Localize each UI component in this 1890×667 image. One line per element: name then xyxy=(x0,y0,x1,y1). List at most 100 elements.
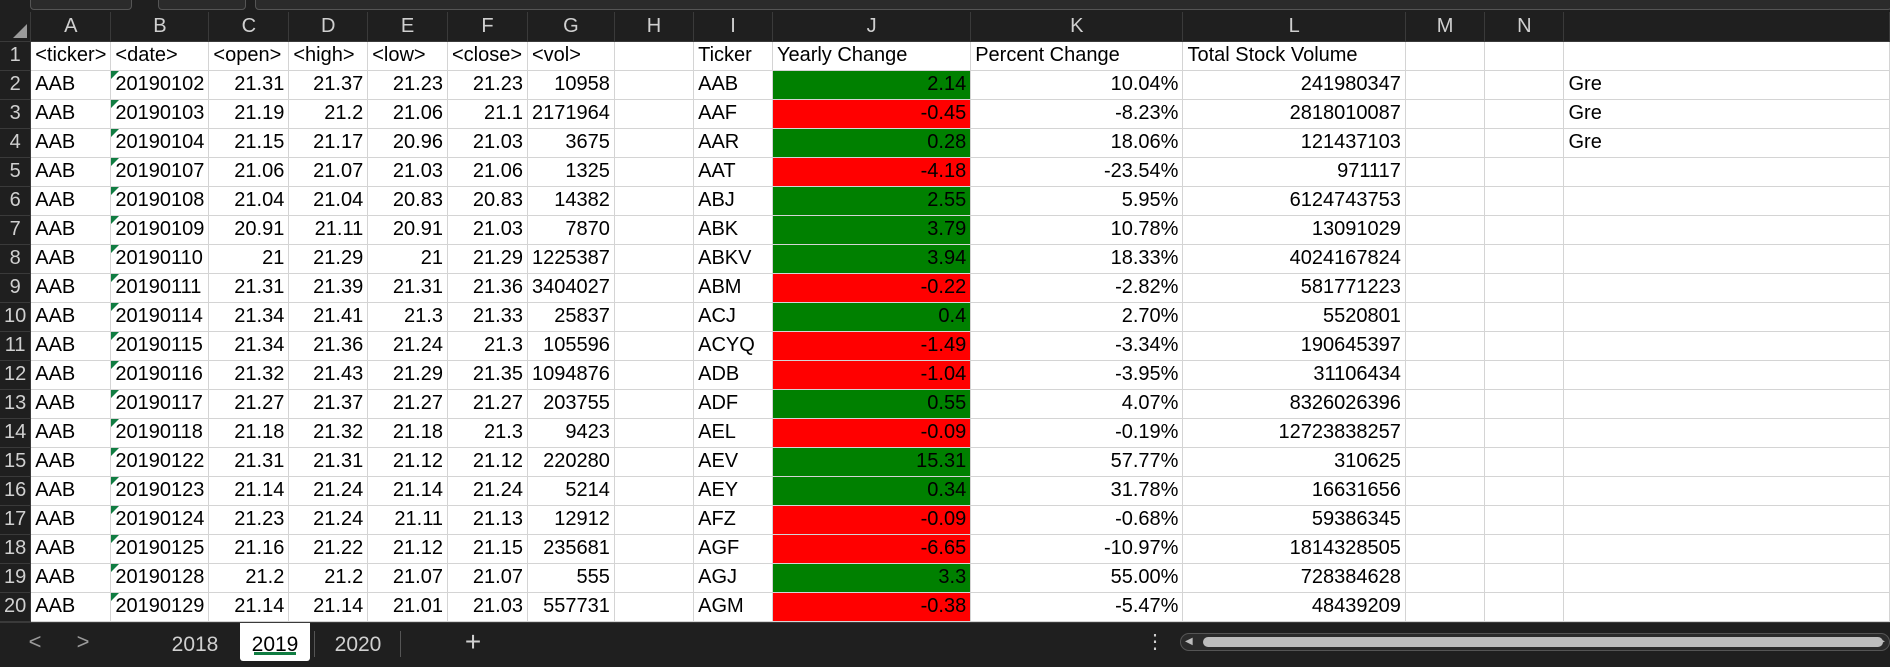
cell-empty[interactable] xyxy=(614,99,695,129)
cell-low[interactable]: 21.31 xyxy=(367,273,448,303)
cell-yearly-change[interactable]: -0.09 xyxy=(772,418,972,448)
cell-vol[interactable]: 7870 xyxy=(527,215,615,245)
cell-empty[interactable] xyxy=(1484,215,1565,245)
cell-empty[interactable] xyxy=(1484,302,1565,332)
cell-column-o[interactable] xyxy=(1563,476,1890,506)
cell-empty[interactable] xyxy=(614,244,695,274)
cell-column-o[interactable] xyxy=(1563,186,1890,216)
row-header[interactable]: 11 xyxy=(0,331,32,361)
row-header[interactable]: 2 xyxy=(0,70,32,100)
cell-vol[interactable]: 3404027 xyxy=(527,273,615,303)
cell-close[interactable]: 21.27 xyxy=(447,389,528,419)
cell-summary-ticker[interactable]: ADF xyxy=(693,389,773,419)
cell-empty[interactable] xyxy=(1405,476,1486,506)
cell-open[interactable]: 21.32 xyxy=(208,360,290,390)
cell-yearly-change[interactable]: 0.34 xyxy=(772,476,972,506)
header-cell-a[interactable]: <ticker> xyxy=(30,41,112,71)
toolbar-control[interactable] xyxy=(158,0,246,10)
cell-summary-ticker[interactable]: ACJ xyxy=(693,302,773,332)
cell-date[interactable]: 20190109 xyxy=(110,215,210,245)
cell-ticker[interactable]: AAB xyxy=(30,99,112,129)
cell-ticker[interactable]: AAB xyxy=(30,418,112,448)
cell-close[interactable]: 21.03 xyxy=(447,215,528,245)
cell-ticker[interactable]: AAB xyxy=(30,273,112,303)
cell-close[interactable]: 21.06 xyxy=(447,157,528,187)
row-header[interactable]: 16 xyxy=(0,476,32,506)
column-header-a[interactable]: A xyxy=(30,12,112,42)
cell-date[interactable]: 20190102 xyxy=(110,70,210,100)
cell-ticker[interactable]: AAB xyxy=(30,505,112,535)
cell-total-volume[interactable]: 13091029 xyxy=(1182,215,1406,245)
cell-ticker[interactable]: AAB xyxy=(30,157,112,187)
cell-percent-change[interactable]: -0.19% xyxy=(970,418,1184,448)
cell-vol[interactable]: 12912 xyxy=(527,505,615,535)
cell-low[interactable]: 21.06 xyxy=(367,99,448,129)
row-header[interactable]: 13 xyxy=(0,389,32,419)
cell-summary-ticker[interactable]: ABK xyxy=(693,215,773,245)
header-cell-b[interactable]: <date> xyxy=(110,41,210,71)
cell-low[interactable]: 21.07 xyxy=(367,563,448,593)
cell-low[interactable]: 21.01 xyxy=(367,592,448,622)
cell-ticker[interactable]: AAB xyxy=(30,186,112,216)
cell-empty[interactable] xyxy=(1405,505,1486,535)
cell-percent-change[interactable]: -5.47% xyxy=(970,592,1184,622)
header-cell-g[interactable]: <vol> xyxy=(527,41,615,71)
cell-low[interactable]: 20.83 xyxy=(367,186,448,216)
column-header-n[interactable]: N xyxy=(1484,12,1565,42)
cell-high[interactable]: 21.37 xyxy=(288,70,369,100)
cell-empty[interactable] xyxy=(1405,534,1486,564)
cell-empty[interactable] xyxy=(1484,273,1565,303)
cell-empty[interactable] xyxy=(614,215,695,245)
cell-percent-change[interactable]: -3.95% xyxy=(970,360,1184,390)
cell-total-volume[interactable]: 241980347 xyxy=(1182,70,1406,100)
scroll-left-icon[interactable]: ◀ xyxy=(1185,636,1193,647)
cell-open[interactable]: 21.31 xyxy=(208,447,290,477)
cell-percent-change[interactable]: -23.54% xyxy=(970,157,1184,187)
cell-close[interactable]: 21.3 xyxy=(447,331,528,361)
column-header-b[interactable]: B xyxy=(110,12,210,42)
cell-empty[interactable] xyxy=(1405,186,1486,216)
cell-high[interactable]: 21.11 xyxy=(288,215,369,245)
cell-low[interactable]: 21.29 xyxy=(367,360,448,390)
cell-close[interactable]: 21.29 xyxy=(447,244,528,274)
cell-summary-ticker[interactable]: ABM xyxy=(693,273,773,303)
cell-date[interactable]: 20190104 xyxy=(110,128,210,158)
more-options-icon[interactable]: ⋮ xyxy=(1145,631,1165,653)
cell-yearly-change[interactable]: 2.14 xyxy=(772,70,972,100)
column-header-d[interactable]: D xyxy=(288,12,369,42)
cell-total-volume[interactable]: 31106434 xyxy=(1182,360,1406,390)
cell-vol[interactable]: 1094876 xyxy=(527,360,615,390)
cell-date[interactable]: 20190124 xyxy=(110,505,210,535)
cell-summary-ticker[interactable]: ABKV xyxy=(693,244,773,274)
cell-percent-change[interactable]: 31.78% xyxy=(970,476,1184,506)
cell-column-o[interactable] xyxy=(1563,215,1890,245)
sheet-tab-2018[interactable]: 2018 xyxy=(171,633,219,656)
column-header-e[interactable]: E xyxy=(367,12,448,42)
cell-high[interactable]: 21.37 xyxy=(288,389,369,419)
cell-empty[interactable] xyxy=(614,418,695,448)
cell-empty[interactable] xyxy=(614,563,695,593)
cell-summary-ticker[interactable]: ADB xyxy=(693,360,773,390)
cell-vol[interactable]: 9423 xyxy=(527,418,615,448)
cell-open[interactable]: 20.91 xyxy=(208,215,290,245)
cell-vol[interactable]: 203755 xyxy=(527,389,615,419)
cell-column-o[interactable] xyxy=(1563,244,1890,274)
cell-high[interactable]: 21.24 xyxy=(288,476,369,506)
header-cell-e[interactable]: <low> xyxy=(367,41,448,71)
column-header-h[interactable]: H xyxy=(614,12,695,42)
cell-column-o[interactable] xyxy=(1563,360,1890,390)
column-header-l[interactable]: L xyxy=(1182,12,1406,42)
cell-low[interactable]: 20.96 xyxy=(367,128,448,158)
row-header[interactable]: 1 xyxy=(0,41,32,71)
cell-empty[interactable] xyxy=(1405,157,1486,187)
row-header[interactable]: 15 xyxy=(0,447,32,477)
cell-ticker[interactable]: AAB xyxy=(30,389,112,419)
cell-open[interactable]: 21.31 xyxy=(208,70,290,100)
cell-empty[interactable] xyxy=(1484,592,1565,622)
cell-empty[interactable] xyxy=(1484,360,1565,390)
cell-yearly-change[interactable]: 2.55 xyxy=(772,186,972,216)
cell-ticker[interactable]: AAB xyxy=(30,563,112,593)
cell-vol[interactable]: 555 xyxy=(527,563,615,593)
cell-ticker[interactable]: AAB xyxy=(30,360,112,390)
cell-empty[interactable] xyxy=(1484,99,1565,129)
